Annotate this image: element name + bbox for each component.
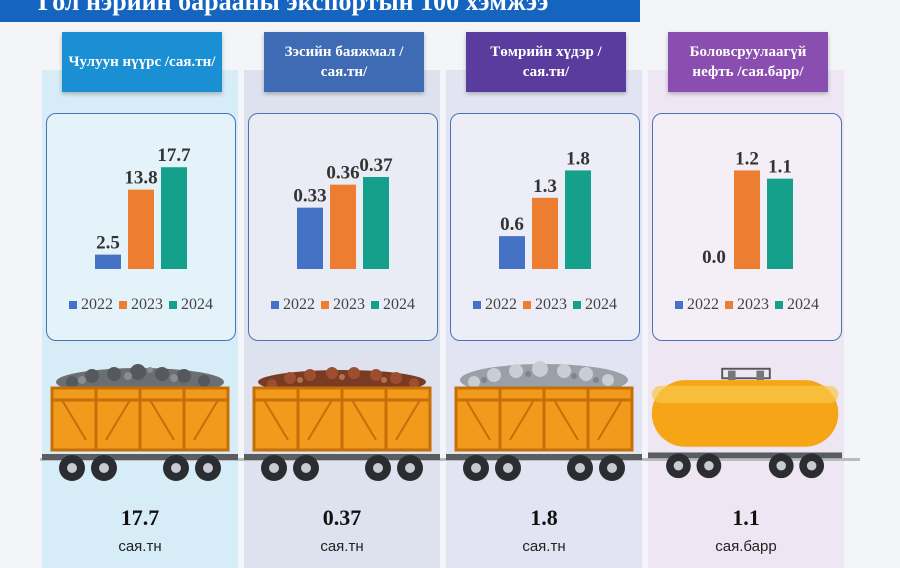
legend-label: 2023	[131, 296, 163, 313]
bar-chart-iron: 0.6 1.3 1.8	[499, 148, 591, 269]
headline-unit-iron: сая.тн	[522, 538, 566, 555]
category-label-copper: Зэсийн баяжмал /сая.тн/	[264, 32, 424, 92]
headline-value-copper: 0.37	[322, 505, 362, 530]
data-label-2023: 13.8	[124, 168, 157, 189]
bar-2022	[95, 254, 121, 269]
legend-item-2024: 2024	[775, 296, 819, 314]
category-label-iron: Төмрийн хүдэр /сая.тн/	[466, 32, 626, 92]
column-bg-coal	[42, 70, 238, 568]
chart-panel-oil: 0.0 1.2 1.1 2022 2023 2024	[652, 113, 842, 341]
page-title: Гол нэрийн барааны экспортын 100 хэмжээ	[0, 0, 640, 22]
legend-label: 2023	[535, 296, 567, 313]
data-label-2022: 0.0	[702, 247, 726, 268]
data-label-2023: 1.3	[533, 176, 557, 197]
legend-label: 2024	[787, 296, 819, 313]
headline-unit-oil: сая.барр	[715, 538, 777, 555]
legend-label: 2023	[737, 296, 769, 313]
column-bg-iron	[446, 70, 642, 568]
bar-chart-copper: 0.330.36 0.37	[293, 155, 393, 269]
headline-value-iron: 1.8	[530, 505, 558, 530]
copper-wagon-illustration	[244, 367, 440, 481]
data-label-2023: 0.36	[326, 163, 359, 184]
bar-2023	[330, 184, 356, 269]
legend-item-2023: 2023	[119, 296, 163, 314]
data-label-2022: 0.6	[500, 214, 524, 235]
legend-label: 2022	[485, 296, 517, 313]
bar-2024	[767, 178, 793, 269]
data-label-2022: 2.5	[96, 233, 120, 254]
bar-2024	[161, 167, 187, 269]
headline-unit-coal: сая.тн	[118, 538, 162, 555]
data-label-2024: 17.7	[157, 145, 191, 166]
data-label-2023: 1.2	[735, 148, 759, 169]
chart-legend: 2022 2023 2024	[47, 296, 235, 314]
bar-2023	[128, 189, 154, 269]
legend-item-2022: 2022	[675, 296, 719, 314]
bar-2024	[565, 170, 591, 269]
chart-panel-copper: 0.33 0.36 0.37 2022 2023 2024	[248, 113, 438, 341]
legend-label: 2024	[181, 296, 213, 313]
data-label-2024: 0.37	[359, 155, 393, 176]
legend-label: 2022	[81, 296, 113, 313]
legend-label: 2024	[585, 296, 617, 313]
legend-item-2023: 2023	[321, 296, 365, 314]
legend-item-2023: 2023	[725, 296, 769, 314]
legend-label: 2022	[687, 296, 719, 313]
column-bg-oil	[648, 70, 844, 568]
chart-panel-coal: 2.5 13.8 17.7 2022 2023 2024	[46, 113, 236, 341]
legend-item-2022: 2022	[69, 296, 113, 314]
legend-item-2024: 2024	[371, 296, 415, 314]
coal-wagon-illustration	[42, 364, 238, 481]
data-label-2024: 1.8	[566, 148, 590, 169]
legend-item-2022: 2022	[473, 296, 517, 314]
category-label-coal: Чулуун нүүрс /сая.тн/	[62, 32, 222, 92]
headline-unit-copper: сая.тн	[320, 538, 364, 555]
bar-2022	[297, 207, 323, 269]
legend-item-2024: 2024	[573, 296, 617, 314]
bar-2023	[532, 197, 558, 269]
category-label-oil: Боловсруулаагүй нефть /сая.барр/	[668, 32, 828, 92]
chart-legend: 2022 2023 2024	[653, 296, 841, 314]
oil-tank-wagon-illustration	[648, 367, 843, 479]
legend-item-2024: 2024	[169, 296, 213, 314]
chart-panel-iron: 0.6 1.3 1.8 2022 2023 2024	[450, 113, 640, 341]
bar-2023	[734, 170, 760, 269]
legend-label: 2023	[333, 296, 365, 313]
chart-legend: 2022 2023 2024	[451, 296, 639, 314]
legend-label: 2022	[283, 296, 315, 313]
chart-legend: 2022 2023 2024	[249, 296, 437, 314]
bar-2022	[499, 236, 525, 269]
iron-ore-wagon-illustration	[446, 361, 642, 481]
column-bg-copper	[244, 70, 440, 568]
legend-item-2023: 2023	[523, 296, 567, 314]
bar-chart-coal: 2.5 13.817.7	[95, 145, 191, 269]
headline-value-coal: 17.7	[120, 505, 160, 530]
bar-2024	[363, 177, 389, 269]
bar-chart-oil: 0.0 1.2 1.1	[702, 148, 793, 269]
data-label-2022: 0.33	[293, 186, 326, 207]
headline-value-oil: 1.1	[732, 505, 760, 530]
data-label-2024: 1.1	[768, 157, 792, 178]
legend-label: 2024	[383, 296, 415, 313]
legend-item-2022: 2022	[271, 296, 315, 314]
